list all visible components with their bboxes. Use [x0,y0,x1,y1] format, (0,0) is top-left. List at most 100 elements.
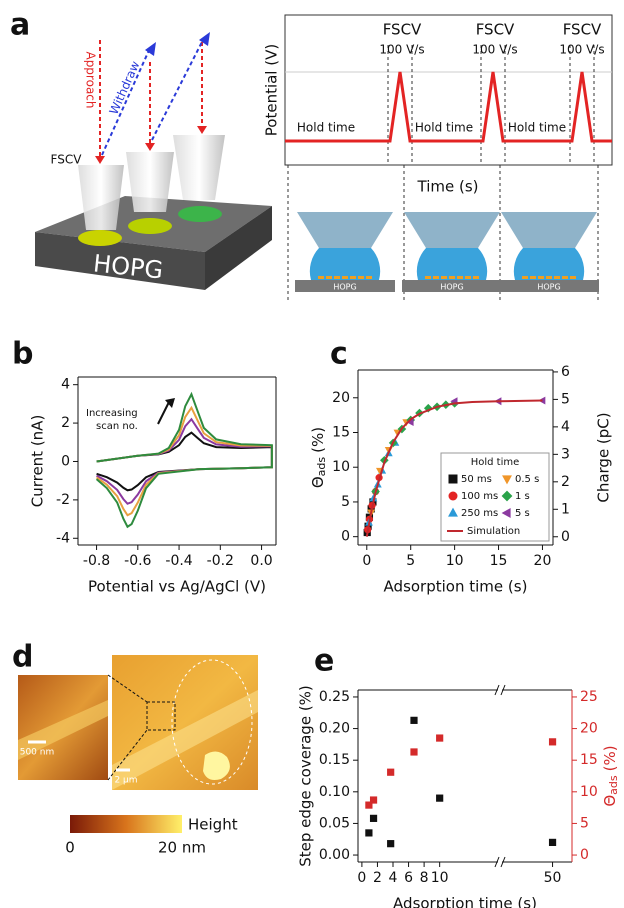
x-tick-label: 5 [406,553,415,569]
tip [173,135,225,200]
region-outline [171,659,253,785]
x-tick-label: 4 [389,870,398,886]
axis-label: Step edge coverage (%) [297,685,315,867]
axis-label: Potential vs Ag/AgCl (V) [88,578,266,596]
setup-diagram: Approach Withdraw FSCV HOPG [35,32,272,290]
legend-title: Hold time [471,457,520,468]
y2-tick-label: 5 [561,391,570,407]
fscv-label: FSCV [51,153,83,167]
legend-label: 5 s [515,508,530,519]
annotation-arrow [165,398,175,408]
axis-break [494,856,500,868]
tip [501,212,597,248]
axis-label: Current (nA) [29,415,47,508]
approach-arrows [99,40,203,158]
y-tick-label: 0.00 [319,847,350,863]
colorbar-min: 0 [65,839,75,857]
y-tick-label: -2 [56,492,70,508]
colorbar [70,815,182,833]
waveform: Potential (V) Time (s) FSCV 100 V/s FSCV… [263,14,613,300]
panel-label: c [330,337,348,372]
y-tick-label: 10 [332,459,350,475]
step-edge [112,690,258,790]
tip [126,152,174,212]
axis-label-unit: (%) [309,427,327,453]
cell-substrate-label: HOPG [537,283,560,292]
legend-label: 1 s [515,491,530,502]
adsorbate [562,276,568,279]
y-tick-label: 4 [61,377,70,393]
y2-tick-label: 3 [561,446,570,462]
tip [404,212,500,248]
data-point [436,794,444,802]
particle [203,751,230,780]
y2-tick-label: 20 [580,721,598,737]
zoom-lines [107,674,148,781]
arrow-heads [95,126,207,164]
y-tick-label: 0.10 [319,784,350,800]
substrate-front [35,232,205,290]
x-tick-label: 20 [534,553,552,569]
axis-break [500,684,506,696]
data-point [365,829,373,837]
x-tick-label: 10 [431,870,449,886]
droplet [513,248,585,280]
pulse-rate: 100 V/s [379,43,424,57]
legend-label: 100 ms [461,491,498,502]
adsorbate [449,276,455,279]
axis-label: Adsorption time (s) [384,578,528,596]
y-tick-label: 0.15 [319,752,350,768]
pulse-rate: 100 V/s [472,43,517,57]
x-tick-label: 2 [373,870,382,886]
y2-tick-label: 4 [561,419,570,435]
legend-swatch [501,490,513,502]
droplet [309,248,381,280]
y2-tick-label: 10 [580,784,598,800]
x-tick-label: 50 [544,870,562,886]
axis-label: Charge (pC) [595,412,613,502]
step-edge [18,700,108,760]
legend-label: 50 ms [461,474,492,485]
approach-label: Approach [84,51,98,108]
legend-label: 250 ms [461,508,498,519]
legend-swatch [448,474,458,484]
plot-frame [284,14,613,166]
y-tick-label: 20 [332,390,350,406]
adsorbate [366,276,372,279]
y2-tick-label: 5 [580,815,589,831]
hold-label: Hold time [415,121,473,135]
x-axis-label: Time (s) [417,178,479,196]
panel-label: d [12,640,33,675]
adsorbate [554,276,560,279]
x-tick-label: -0.2 [207,553,234,569]
axis-label-subscript: ads [315,457,328,477]
y-tick-label: 0.05 [319,815,350,831]
arrow-heads [145,32,210,56]
legend-swatch [502,475,512,485]
main-scale: 2 μm [114,776,137,786]
adsorbate [457,276,463,279]
adsorbate [326,276,332,279]
y2-tick-label: 25 [580,689,598,705]
x-tick-label: 10 [446,553,464,569]
chart: 0 5 10 15 20 0 5 10 15 20 0 1 2 3 4 5 6 Adsorption time (… [309,364,613,596]
series-line [96,431,273,492]
axis-label: Adsorption time (s) [393,895,537,908]
potential-trace [285,71,612,143]
axis-label-unit: (%) [601,745,619,771]
pulse-name: FSCV [476,21,515,39]
y2-tick-label: 6 [561,364,570,380]
legend-box [440,452,550,542]
panel-label: a [10,8,30,43]
axis-label-symbol: Θ [309,476,327,488]
x-tick-label: -0.4 [165,553,192,569]
data-point [387,840,395,848]
adsorbate [570,276,576,279]
annotation: scan no. [96,421,138,432]
x-tick-label: 0 [362,553,371,569]
y-tick-label: 2 [61,415,70,431]
afm-images: 500 nm 2 μm Height 0 20 nm [18,655,258,857]
adsorbate [538,276,544,279]
axis-label-symbol: Θ [601,795,619,807]
